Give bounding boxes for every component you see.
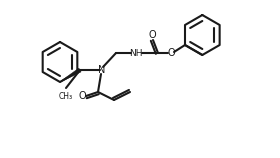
Polygon shape bbox=[60, 68, 81, 82]
Text: O: O bbox=[148, 30, 156, 40]
Text: O: O bbox=[167, 48, 175, 58]
Text: CH₃: CH₃ bbox=[59, 92, 73, 101]
Text: N: N bbox=[98, 65, 106, 75]
Text: NH: NH bbox=[129, 49, 143, 58]
Text: O: O bbox=[78, 91, 86, 101]
